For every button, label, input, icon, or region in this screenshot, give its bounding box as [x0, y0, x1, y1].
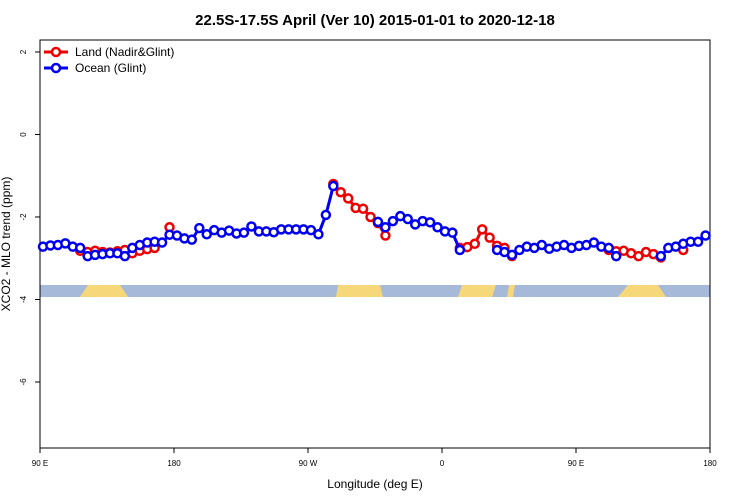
data-point: [476, 224, 488, 235]
data-point: [365, 211, 376, 223]
land-strip: [80, 285, 128, 297]
data-point: [447, 227, 458, 238]
y-tick-label: -2: [19, 213, 28, 221]
land-strip: [458, 285, 496, 297]
data-point: [402, 213, 414, 225]
data-point: [357, 203, 369, 214]
y-tick-label: -4: [19, 295, 28, 303]
x-tick-label: 180: [703, 459, 717, 468]
data-point: [432, 222, 443, 233]
legend-marker: [50, 46, 62, 58]
data-point: [610, 250, 622, 262]
land-strip: [618, 285, 666, 297]
y-tick-label: 2: [19, 49, 28, 54]
data-point: [655, 250, 667, 262]
data-point: [380, 222, 391, 233]
x-tick-label: 90 E: [568, 459, 584, 468]
x-axis-label: Longitude (deg E): [327, 477, 422, 491]
surface-strip: [40, 285, 710, 297]
data-point: [194, 222, 205, 234]
data-point: [372, 216, 384, 228]
data-point: [342, 193, 354, 204]
data-point: [74, 242, 86, 254]
data-point: [335, 186, 347, 198]
x-tick-label: 0: [440, 459, 445, 468]
data-point: [506, 249, 518, 261]
legend-label: Land (Nadir&Glint): [75, 45, 174, 59]
data-point: [186, 234, 198, 245]
y-tick-label: -6: [19, 378, 28, 386]
legend-label: Ocean (Glint): [75, 61, 146, 75]
data-point: [305, 224, 317, 236]
x-tick-label: 180: [167, 459, 181, 468]
data-point: [484, 232, 495, 243]
data-point: [633, 250, 644, 262]
y-axis-label: XCO2 - MLO trend (ppm): [0, 177, 13, 312]
data-point: [424, 217, 436, 228]
data-point: [387, 215, 399, 227]
data-point: [588, 237, 600, 248]
legend-marker: [50, 62, 62, 74]
land-strip: [507, 285, 515, 297]
y-tick-label: 0: [19, 132, 28, 137]
data-point: [380, 230, 391, 241]
chart-title: 22.5S-17.5S April (Ver 10) 2015-01-01 to…: [195, 12, 555, 29]
data-point: [700, 230, 711, 241]
data-point: [246, 221, 257, 232]
data-point: [320, 209, 332, 221]
data-point: [201, 229, 213, 240]
data-point: [603, 242, 615, 254]
data-point: [328, 180, 339, 192]
data-point: [119, 250, 131, 262]
data-point: [454, 244, 466, 256]
data-point: [313, 229, 324, 240]
x-tick-label: 90 W: [299, 459, 318, 468]
x-tick-label: 90 E: [32, 459, 48, 468]
land-strip: [336, 285, 383, 297]
data-point: [692, 236, 704, 247]
data-point: [156, 237, 168, 248]
data-point: [469, 238, 481, 250]
data-point: [238, 227, 250, 238]
